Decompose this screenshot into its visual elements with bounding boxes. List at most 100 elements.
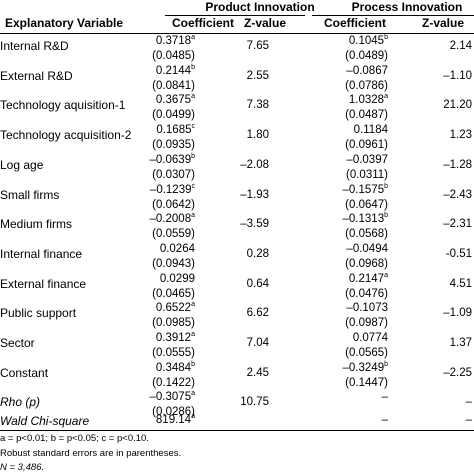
note-significance: a = p<0.01; b = p<0.05; c = p<0.10. [0,433,149,444]
coef-1: 819.14a [155,413,195,426]
coef-1: –0.0639b [149,152,195,166]
stderr-1: (0.0935) [152,139,195,152]
table-row: Technology acquisition-2 0.1685c (0.0935) 1… [0,122,474,155]
table-row: Technology aquisition-1 0.3675a (0.0499) 7.… [0,92,474,125]
table-row: Medium firms –0.2008a (0.0559) –3.59 –0.1313… [0,211,474,244]
coef-2: 0.0774 [352,332,388,344]
table-row: External R&D 0.2144b (0.0841) 2.55 –0.0867 (0… [0,63,474,96]
stderr-2: (0.0565) [345,347,388,359]
stderr-2: (0.0476) [345,287,388,300]
stderr-1: (0.0555) [152,347,195,359]
note-standard-errors: Robust standard errors are in parenthese… [0,447,182,459]
z-1: 2.55 [246,69,269,82]
row-label: Log age [0,157,44,172]
coef-2: –0.1073 [346,302,388,315]
stderr-1: (0.1422) [152,376,195,389]
coef-2: –0.1313b [342,212,388,226]
stderr-1: (0.0465) [152,287,195,300]
z-2: –2.31 [443,218,472,231]
row-label: External finance [0,276,87,291]
row-label: Small firms [0,187,60,202]
stderr-2: (0.0568) [345,228,388,241]
z-1: 7.04 [246,337,269,349]
header-coef-1: Coefficient [172,16,235,30]
coef-2: 0.1184 [353,124,388,137]
coef-1: –0.3075a [149,390,195,404]
z-1: 7.38 [246,99,269,112]
header-variable: Explanatory Variable [5,16,124,30]
coef-1: 0.1685c [156,123,195,137]
header-z-1: Z-value [244,16,287,30]
stderr-2: (0.0987) [345,317,388,330]
row-label: Rho (p) [0,395,41,410]
stderr-2: (0.0647) [345,198,388,211]
coef-2: – [381,391,388,404]
coef-1: –0.2008a [149,212,195,226]
z-2: 2.14 [449,40,472,52]
row-label: Internal R&D [0,39,69,53]
z-2: –1.09 [443,307,472,320]
z-1: 2.45 [246,366,269,379]
coef-1: 0.2144b [155,63,195,77]
table-row: Small firms –0.1239c (0.0642) –1.93 –0.1575b… [0,182,474,215]
row-label: Medium firms [0,217,73,232]
group-header-product: Product Innovation [205,0,315,14]
header-z-2: Z-value [422,16,465,30]
group-rule-product [165,15,305,16]
stderr-2: (0.0311) [346,168,388,181]
table-row: External finance 0.0299 (0.0465) 0.64 0.2147… [0,271,474,304]
column-header-row: Explanatory Variable Coefficient Z-value… [0,15,474,32]
stderr-1: (0.0943) [152,257,195,270]
coef-1: 0.6522a [155,301,195,315]
row-label: Technology acquisition-2 [0,128,132,143]
coef-2: –0.1575b [342,182,388,196]
table-row: Internal finance 0.0264 (0.0943) 0.28 –0.049… [0,241,474,274]
group-rule-process [312,15,474,16]
z-2: – [465,414,472,426]
z-2: – [465,396,472,409]
table-row: Log age –0.0639b (0.0307) –2.08 –0.0397 (0.03… [0,152,474,185]
stderr-2: (0.0489) [345,50,388,62]
z-1: 6.62 [246,307,269,320]
stderr-1: (0.0485) [152,50,195,62]
row-label: Sector [0,336,35,350]
coef-1: 0.3675a [155,93,195,107]
table-notes: a = p<0.01; b = p<0.05; c = p<0.10. Robu… [0,432,181,476]
stderr-1: (0.0499) [152,109,195,122]
bottom-rule [0,430,474,431]
stderr-1: (0.0559) [152,228,195,241]
coef-1: 0.3484b [155,360,195,374]
table-row: Sector 0.3912a (0.0555) 7.04 0.0774 (0.0565) 1… [0,330,474,363]
header-rule [0,33,474,34]
z-2: -0.51 [445,247,472,260]
stderr-2: (0.0961) [345,139,388,152]
coef-1: 0.0264 [159,242,195,255]
coef-1: –0.1239c [149,182,195,196]
coef-2: –0.0397 [346,153,388,166]
coef-1: 0.3718a [155,34,195,47]
coef-2: –0.3249b [342,360,388,374]
coef-2: –0.0867 [346,64,388,77]
z-2: 1.37 [449,337,472,349]
z-1: 0.64 [246,277,269,290]
row-label: Wald Chi-square [0,414,90,428]
z-1: 10.75 [240,396,269,409]
z-2: –1.10 [443,69,472,82]
z-2: 4.51 [449,277,472,290]
z-2: –2.25 [443,366,472,379]
stderr-2: (0.1447) [345,376,388,389]
z-2: –2.43 [443,188,472,201]
coef-2: 0.1045b [348,34,388,47]
table-row: Internal R&D 0.3718a (0.0485) 7.65 0.1045b (0… [0,33,474,66]
z-1: 1.80 [246,129,269,142]
row-label: Constant [0,365,49,380]
row-label: Internal finance [0,246,83,261]
stderr-1: (0.0841) [152,79,195,92]
coef-2: 0.2147a [348,271,388,285]
table-row: Public support 0.6522a (0.0985) 6.62 –0.1073… [0,300,474,333]
stderr-2: (0.0487) [345,109,388,122]
coef-1: 0.0299 [159,272,195,285]
table-row: Constant 0.3484b (0.1422) 2.45 –0.3249b (0.14… [0,360,474,393]
z-1: 7.65 [246,40,269,52]
stderr-2: (0.0968) [345,257,388,270]
